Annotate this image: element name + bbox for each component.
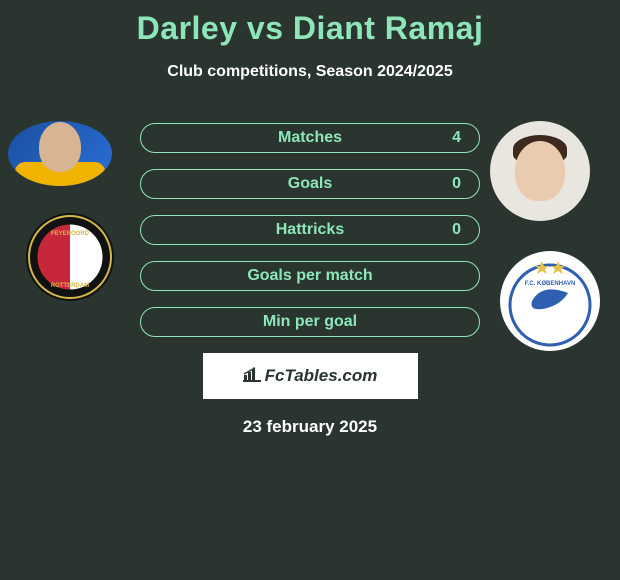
stat-row-min-per-goal: Min per goal (140, 307, 480, 337)
club-left-badge: FEYENOORD ROTTERDAM (26, 213, 114, 301)
comparison-stage: FEYENOORD ROTTERDAM F.C. KØBENHAVN Match… (0, 121, 620, 437)
stat-label: Goals per match (247, 267, 372, 285)
comparison-date: 23 february 2025 (0, 417, 620, 437)
stat-value: 0 (452, 221, 461, 239)
stat-label: Goals (288, 175, 332, 193)
stat-bars: Matches 4 Goals 0 Hattricks 0 Goals per … (140, 121, 480, 337)
stat-row-hattricks: Hattricks 0 (140, 215, 480, 245)
brand-text: FcTables.com (265, 366, 378, 386)
stat-value: 0 (452, 175, 461, 193)
subtitle: Club competitions, Season 2024/2025 (0, 63, 620, 81)
stat-label: Hattricks (276, 221, 344, 239)
page-title: Darley vs Diant Ramaj (0, 0, 620, 47)
svg-text:ROTTERDAM: ROTTERDAM (51, 283, 89, 289)
svg-text:F.C. KØBENHAVN: F.C. KØBENHAVN (525, 281, 576, 287)
stat-label: Matches (278, 129, 342, 147)
player-right-photo (490, 121, 590, 221)
svg-text:FEYENOORD: FEYENOORD (51, 231, 90, 237)
stat-value: 4 (452, 129, 461, 147)
stat-row-goals-per-match: Goals per match (140, 261, 480, 291)
chart-icon (243, 367, 261, 386)
club-right-badge: F.C. KØBENHAVN (500, 251, 600, 351)
stat-label: Min per goal (263, 313, 357, 331)
stat-row-goals: Goals 0 (140, 169, 480, 199)
brand-watermark: FcTables.com (203, 353, 418, 399)
stat-row-matches: Matches 4 (140, 123, 480, 153)
player-left-photo (8, 121, 112, 186)
